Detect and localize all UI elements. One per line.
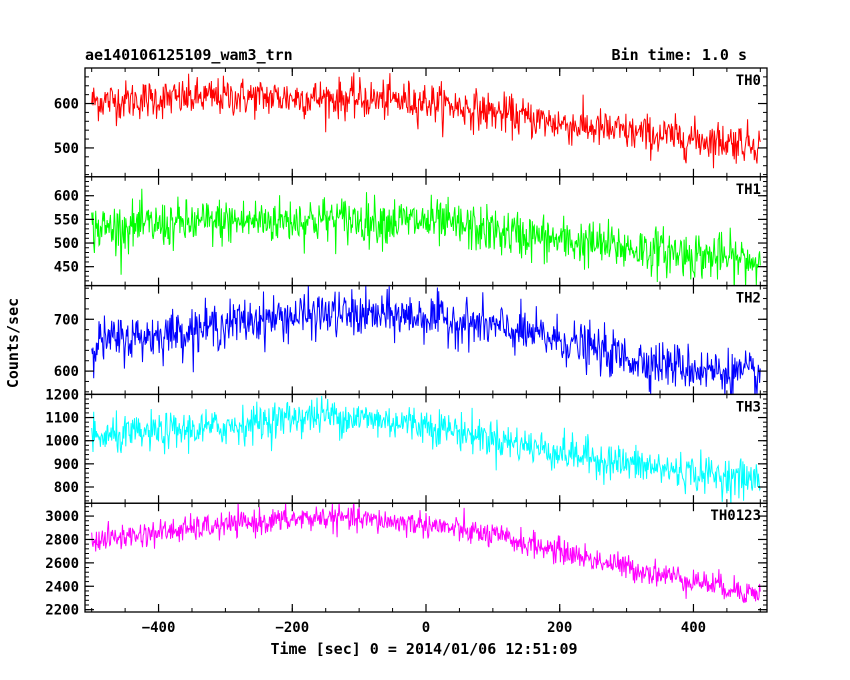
y-tick-label: 600	[54, 364, 79, 380]
y-tick-label: 600	[54, 97, 79, 113]
x-tick-label: 400	[681, 620, 706, 636]
chart-title: ae140106125109_wam3_trn	[85, 46, 293, 64]
panel-label-th3: TH3	[736, 399, 761, 415]
y-tick-label: 2600	[45, 556, 79, 572]
panel-frame	[84, 176, 768, 287]
series-th0123-line	[91, 503, 761, 604]
x-tick-label: 200	[547, 620, 572, 636]
panel-frame	[84, 284, 768, 396]
y-tick-label: 500	[54, 236, 79, 252]
y-tick-label: 700	[54, 312, 79, 328]
panels-group: 500 600 TH0 450 500 550 600 TH1 600 700 TH2 800 900 1…	[45, 67, 768, 619]
bin-time-label: Bin time: 1.0 s	[612, 46, 747, 64]
panel-frame	[84, 393, 768, 504]
y-tick-label: 450	[54, 260, 79, 276]
y-tick-label: 1200	[45, 387, 79, 403]
panel-th1: 450 500 550 600 TH1	[54, 176, 768, 287]
series-th0-line	[91, 72, 761, 169]
y-tick-label: 2200	[45, 603, 79, 619]
y-tick-label: 900	[54, 457, 79, 473]
x-tick-label: −400	[142, 620, 176, 636]
x-axis: −400 −200 0 200 400	[142, 620, 706, 636]
panel-th3: 800 900 1000 1100 1200 TH3	[45, 387, 768, 504]
series-th2-line	[91, 285, 761, 395]
panel-th0123: 2200 2400 2600 2800 3000 TH0123	[45, 502, 768, 619]
y-tick-label: 2800	[45, 532, 79, 548]
x-tick-label: −200	[275, 620, 309, 636]
panel-label-th2: TH2	[736, 291, 761, 307]
series-th1-line	[91, 188, 761, 286]
x-axis-label: Time [sec] 0 = 2014/01/06 12:51:09	[270, 640, 577, 658]
x-tick-label: 0	[422, 620, 430, 636]
y-tick-label: 800	[54, 480, 79, 496]
y-tick-label: 550	[54, 212, 79, 228]
panel-label-th0123: TH0123	[710, 508, 761, 524]
panel-th2: 600 700 TH2	[54, 284, 768, 396]
y-tick-label: 1100	[45, 411, 79, 427]
y-axis-label: Counts/sec	[4, 298, 22, 388]
y-tick-label: 2400	[45, 579, 79, 595]
y-tick-label: 600	[54, 189, 79, 205]
panel-label-th1: TH1	[736, 182, 761, 198]
panel-th0: 500 600 TH0	[54, 67, 768, 178]
series-th3-line	[91, 395, 761, 504]
panel-label-th0: TH0	[736, 73, 761, 89]
y-tick-label: 1000	[45, 434, 79, 450]
y-tick-label: 500	[54, 141, 79, 157]
y-tick-label: 3000	[45, 509, 79, 525]
